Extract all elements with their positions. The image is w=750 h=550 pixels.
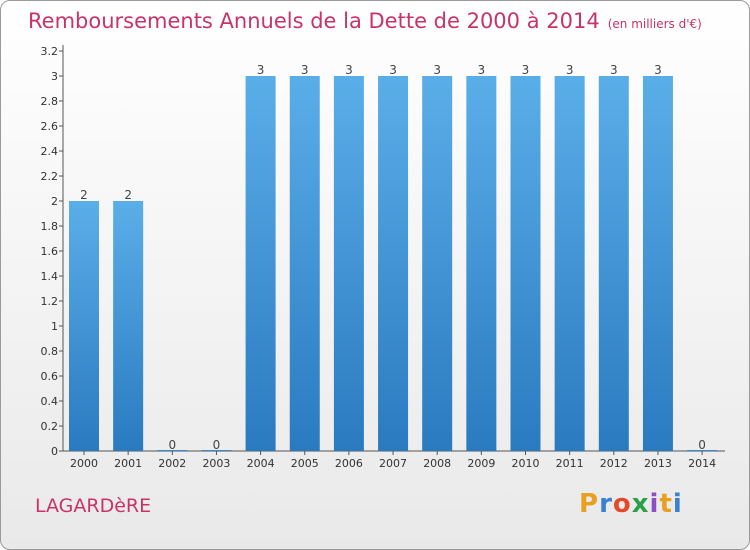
bar-2006[interactable]	[333, 76, 364, 451]
chart-title: Remboursements Annuels de la Dette de 20…	[28, 9, 702, 33]
bar-2001[interactable]	[113, 201, 144, 451]
bar-2012[interactable]	[598, 76, 629, 451]
x-tick-label: 2002	[158, 457, 186, 470]
x-tick-label: 2004	[247, 457, 275, 470]
bars	[69, 76, 718, 451]
x-tick-label: 2007	[379, 457, 407, 470]
data-label-2014: 0	[698, 438, 706, 452]
logo-letter: P	[579, 489, 600, 519]
data-labels: 2 2 0 0 3 3 3 3 3 3 3 3 3 3 0	[80, 63, 706, 452]
bar-2000[interactable]	[69, 201, 99, 451]
y-tick-label: 2.6	[41, 120, 59, 133]
data-label-2009: 3	[478, 63, 486, 77]
y-tick-label: 0.8	[41, 345, 59, 358]
x-tick-label: 2011	[556, 457, 584, 470]
y-tick-label: 1.6	[41, 245, 59, 258]
data-label-2007: 3	[389, 63, 397, 77]
y-axis: 0 0.2 0.4 0.6 0.8 1 1.2 1.4 1.6 1.8 2 2.2 2.4 2.6 2.8 3…	[41, 45, 64, 458]
y-tick-label: 1.2	[41, 295, 59, 308]
bar-2008[interactable]	[422, 76, 453, 451]
y-tick-label: 3.2	[41, 45, 59, 58]
x-tick-label: 2000	[70, 457, 98, 470]
y-tick-label: 2.4	[41, 145, 59, 158]
x-tick-label: 2003	[202, 457, 230, 470]
data-label-2000: 2	[80, 188, 88, 202]
data-label-2008: 3	[433, 63, 441, 77]
x-tick-label: 2001	[114, 457, 142, 470]
y-tick-label: 1	[51, 320, 58, 333]
proxiti-logo[interactable]: Proxiti	[579, 489, 683, 519]
y-tick-label: 2.2	[41, 170, 59, 183]
y-tick-label: 0.6	[41, 370, 59, 383]
data-label-2005: 3	[301, 63, 309, 77]
y-tick-label: 1.8	[41, 220, 59, 233]
bar-2005[interactable]	[289, 76, 320, 451]
logo-letter: t	[659, 489, 673, 519]
logo-letter: i	[649, 489, 660, 519]
bar-2010[interactable]	[510, 76, 541, 451]
logo-letter: o	[612, 489, 632, 519]
data-label-2002: 0	[168, 438, 176, 452]
bar-2007[interactable]	[378, 76, 409, 451]
y-tick-label: 2	[51, 195, 58, 208]
x-tick-label: 2012	[600, 457, 628, 470]
x-tick-label: 2005	[291, 457, 319, 470]
x-tick-label: 2006	[335, 457, 363, 470]
data-label-2010: 3	[522, 63, 530, 77]
data-label-2012: 3	[610, 63, 618, 77]
data-label-2013: 3	[654, 63, 662, 77]
data-label-2006: 3	[345, 63, 353, 77]
data-label-2003: 0	[213, 438, 221, 452]
y-tick-label: 0.4	[41, 395, 59, 408]
bar-2009[interactable]	[466, 76, 497, 451]
x-tick-label: 2009	[467, 457, 495, 470]
chart-title-text: Remboursements Annuels de la Dette de 20…	[28, 9, 600, 33]
x-tick-label: 2008	[423, 457, 451, 470]
data-label-2011: 3	[566, 63, 574, 77]
chart-subtitle: (en milliers d'€)	[607, 17, 702, 31]
logo-letter: i	[672, 489, 683, 519]
y-tick-label: 0	[51, 445, 58, 458]
bar-2011[interactable]	[554, 76, 585, 451]
data-label-2001: 2	[124, 188, 132, 202]
x-axis: 2000 2001 2002 2003 2004 2005 2006 2007 2008 2009…	[63, 450, 725, 470]
logo-letter: r	[599, 489, 613, 519]
bar-2004[interactable]	[245, 76, 276, 451]
logo-letter: x	[631, 489, 650, 519]
x-tick-label: 2010	[512, 457, 540, 470]
data-label-2004: 3	[257, 63, 265, 77]
x-tick-label: 2014	[688, 457, 716, 470]
y-tick-label: 0.2	[41, 420, 59, 433]
y-tick-label: 1.4	[41, 270, 59, 283]
y-tick-label: 2.8	[41, 95, 59, 108]
x-tick-label: 2013	[644, 457, 672, 470]
commune-name: LAGARDèRE	[35, 495, 152, 517]
bar-2013[interactable]	[642, 76, 673, 451]
y-tick-label: 3	[51, 70, 58, 83]
